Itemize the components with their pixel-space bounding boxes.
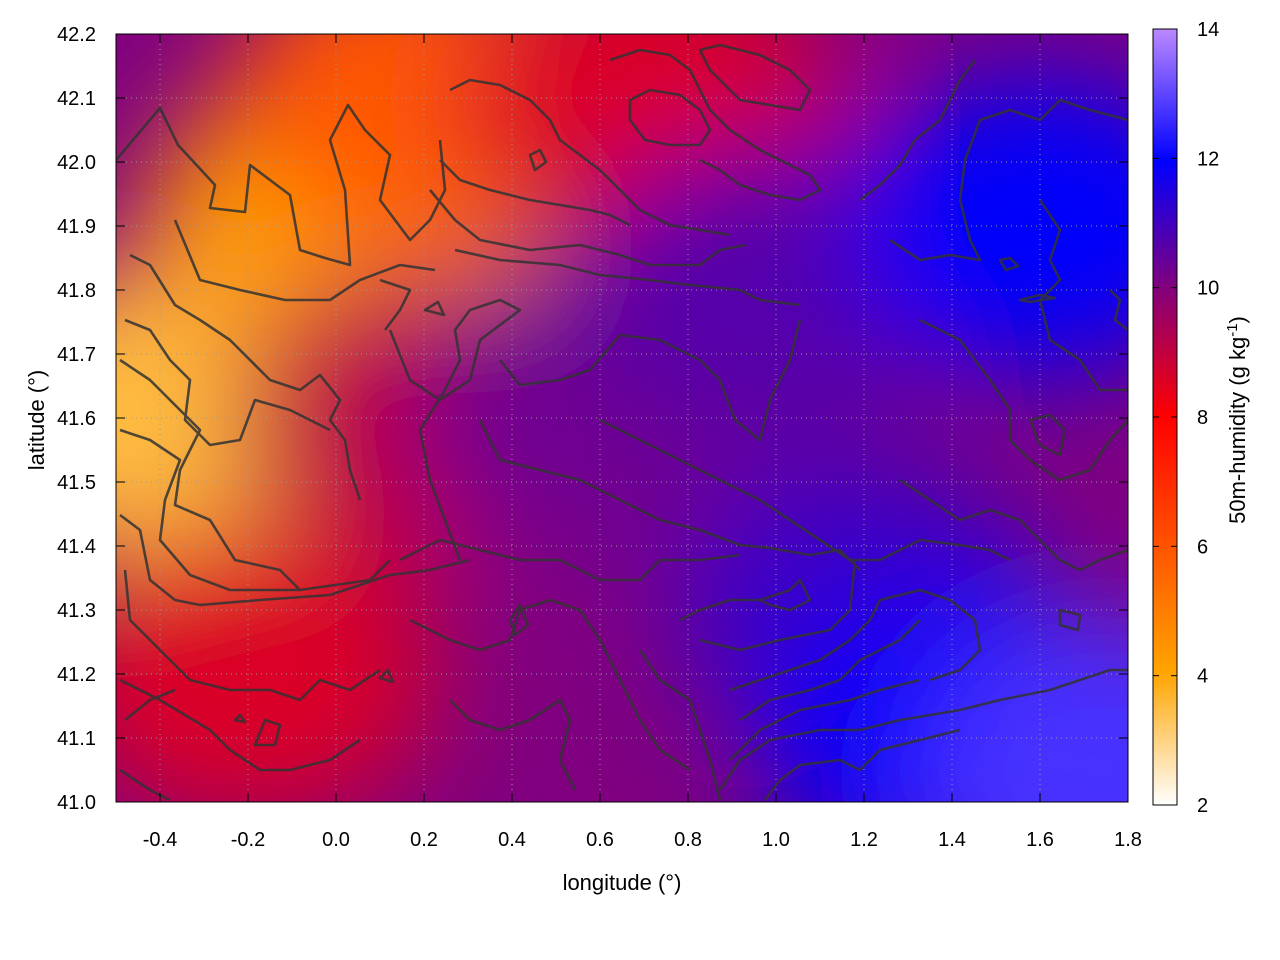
x-tick-label: 0.4 xyxy=(498,829,526,851)
field-sample-8 xyxy=(850,76,1128,376)
colorbar-tick-label: 2 xyxy=(1197,795,1208,817)
y-tick-label: 41.2 xyxy=(57,664,96,686)
colorbar-tick-label: 8 xyxy=(1197,407,1208,429)
y-tick-label: 41.9 xyxy=(57,216,96,238)
x-tick-label: 1.4 xyxy=(938,829,966,851)
y-tick-label: 41.7 xyxy=(57,344,96,366)
y-tick-label: 42.1 xyxy=(57,88,96,110)
colorbar-title-sup: -1 xyxy=(1224,323,1241,336)
y-tick-label: 41.5 xyxy=(57,472,96,494)
field-sample-10 xyxy=(916,620,1128,802)
colorbar-title-end: ) xyxy=(1225,316,1250,323)
colorbar-tick-label: 12 xyxy=(1197,148,1219,170)
x-tick-label: -0.2 xyxy=(231,829,265,851)
colorbar-tick-label: 10 xyxy=(1197,278,1219,300)
y-tick-label: 42.0 xyxy=(57,152,96,174)
field-sample-11 xyxy=(116,524,438,802)
y-axis: 41.0 41.1 41.2 41.3 41.4 41.5 41.6 41.7 41.8 41.9… xyxy=(57,24,1128,814)
heatmap-field xyxy=(116,34,1128,802)
x-tick-label: 1.2 xyxy=(850,829,878,851)
colorbar-title-main: 50m-humidity (g kg xyxy=(1225,337,1250,524)
y-tick-label: 41.6 xyxy=(57,408,96,430)
x-tick-label: 1.6 xyxy=(1026,829,1054,851)
y-tick-label: 41.8 xyxy=(57,280,96,302)
colorbar-tick-label: 6 xyxy=(1197,536,1208,558)
x-tick-label: 0.0 xyxy=(322,829,350,851)
x-tick-label: 0.8 xyxy=(674,829,702,851)
x-tick-label: 0.6 xyxy=(586,829,614,851)
y-axis-title: latitude (°) xyxy=(24,370,49,471)
colorbar: 2 4 6 8 10 12 14 50m-humidity (g kg-1) xyxy=(1152,19,1250,817)
x-tick-label: 0.2 xyxy=(410,829,438,851)
x-tick-label: 1.0 xyxy=(762,829,790,851)
y-tick-label: 41.0 xyxy=(57,792,96,814)
x-axis-title: longitude (°) xyxy=(563,870,682,895)
y-tick-label: 41.1 xyxy=(57,728,96,750)
colorbar-title: 50m-humidity (g kg-1) xyxy=(1224,316,1250,524)
colorbar-tick-label: 14 xyxy=(1197,19,1219,41)
y-tick-label: 41.4 xyxy=(57,536,96,558)
x-tick-label: -0.4 xyxy=(143,829,177,851)
colorbar-tick-label: 4 xyxy=(1197,666,1208,688)
x-axis: -0.4 -0.2 0.0 0.2 0.4 0.6 0.8 1.0 1.2 1.4 1.6 1.8 xyxy=(143,34,1142,851)
y-tick-label: 42.2 xyxy=(57,24,96,46)
y-tick-label: 41.3 xyxy=(57,600,96,622)
colorbar-ticks: 2 4 6 8 10 12 14 xyxy=(1153,19,1219,817)
contour-lines xyxy=(116,43,1128,802)
x-tick-label: 1.8 xyxy=(1114,829,1142,851)
